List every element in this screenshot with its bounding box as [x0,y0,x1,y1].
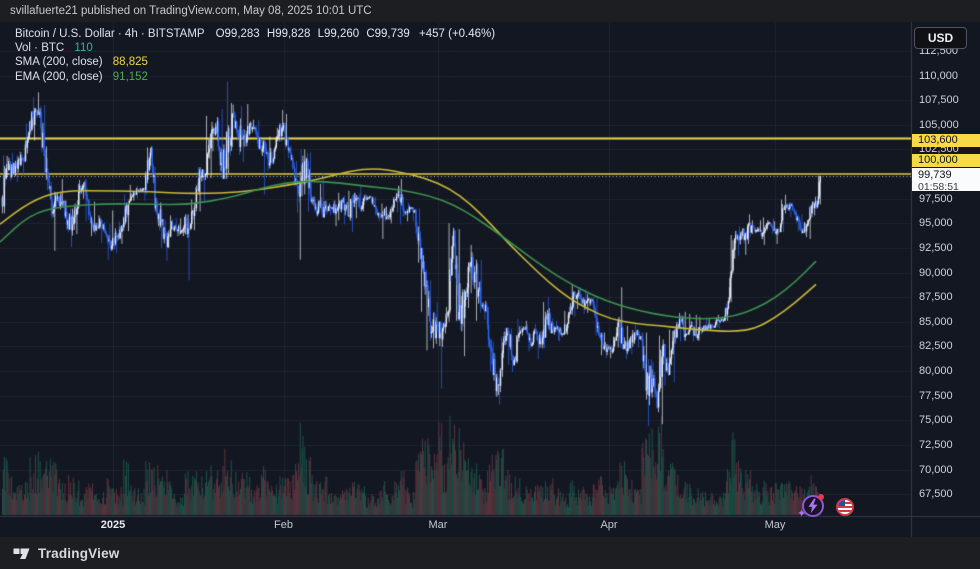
time-tick-label: Apr [600,519,618,531]
us-flag-sticker[interactable] [836,498,854,516]
ohlc-values: O99,283 H99,828 L99,260 C99,739 [215,28,410,40]
price-tick-label: 70,000 [919,463,953,476]
volume-row: Vol · BTC 110 [15,41,495,55]
time-tick-label: May [764,519,786,531]
price-level-label-103600[interactable]: 103,600 [912,134,980,147]
price-tick-label: 67,500 [919,488,953,501]
attribution-bar: svillafuerte21 published on TradingView.… [0,0,980,22]
lightning-bolt-icon [808,498,818,514]
price-level-label-100000[interactable]: 100,000 [912,154,980,167]
last-price-value: 99,739 [918,169,952,181]
price-tick-label: 75,000 [919,414,953,427]
tradingview-logo-icon[interactable] [13,546,32,561]
sma-row: SMA (200, close) 88,825 [15,55,495,69]
tradingview-logo-text[interactable]: TradingView [38,545,120,561]
price-tick-label: 95,000 [919,217,953,230]
price-tick-label: 110,000 [919,69,958,82]
time-tick-label: Feb [274,519,293,531]
candlestick-chart-canvas[interactable] [0,22,980,537]
bar-close-countdown: 01:58:51 [918,181,959,193]
last-price-label: 99,739 01:58:51 [912,168,980,193]
volume-value: 110 [74,42,93,55]
price-tick-label: 87,500 [919,291,953,304]
ema-label[interactable]: EMA (200, close) [15,70,103,83]
currency-toggle-button[interactable]: USD [914,27,967,49]
lightning-sticker[interactable]: ✦ [797,494,824,520]
symbol-title[interactable]: Bitcoin / U.S. Dollar · 4h · BITSTAMP [15,28,205,40]
price-tick-label: 85,000 [919,315,953,328]
price-tick-label: 82,500 [919,340,953,353]
price-tick-label: 90,000 [919,266,953,279]
price-tick-label: 72,500 [919,438,953,451]
chart-legend: Bitcoin / U.S. Dollar · 4h · BITSTAMP O9… [15,27,495,84]
us-flag-icon [838,500,852,514]
price-tick-label: 107,500 [919,94,959,107]
sma-value: 88,825 [112,56,148,69]
ema-row: EMA (200, close) 91,152 [15,70,495,84]
symbol-row: Bitcoin / U.S. Dollar · 4h · BITSTAMP O9… [15,27,495,41]
price-tick-label: 77,500 [919,389,953,402]
price-tick-label: 92,500 [919,241,953,254]
sparkle-icon: ✦ [797,508,807,520]
sma-label[interactable]: SMA (200, close) [15,56,103,69]
time-tick-label: 2025 [100,519,126,531]
time-tick-label: Mar [428,519,448,531]
chart-area[interactable]: Bitcoin / U.S. Dollar · 4h · BITSTAMP O9… [0,22,980,537]
volume-label[interactable]: Vol · BTC [15,42,65,55]
price-tick-label: 80,000 [919,365,953,377]
attribution-text: svillafuerte21 published on TradingView.… [10,5,372,17]
price-tick-label: 97,500 [919,192,953,205]
change-value: +457 (+0.46%) [419,28,496,40]
footer-bar: TradingView [0,537,980,569]
ema-value: 91,152 [112,70,148,83]
notification-dot [818,494,824,500]
price-tick-label: 105,000 [919,118,959,131]
